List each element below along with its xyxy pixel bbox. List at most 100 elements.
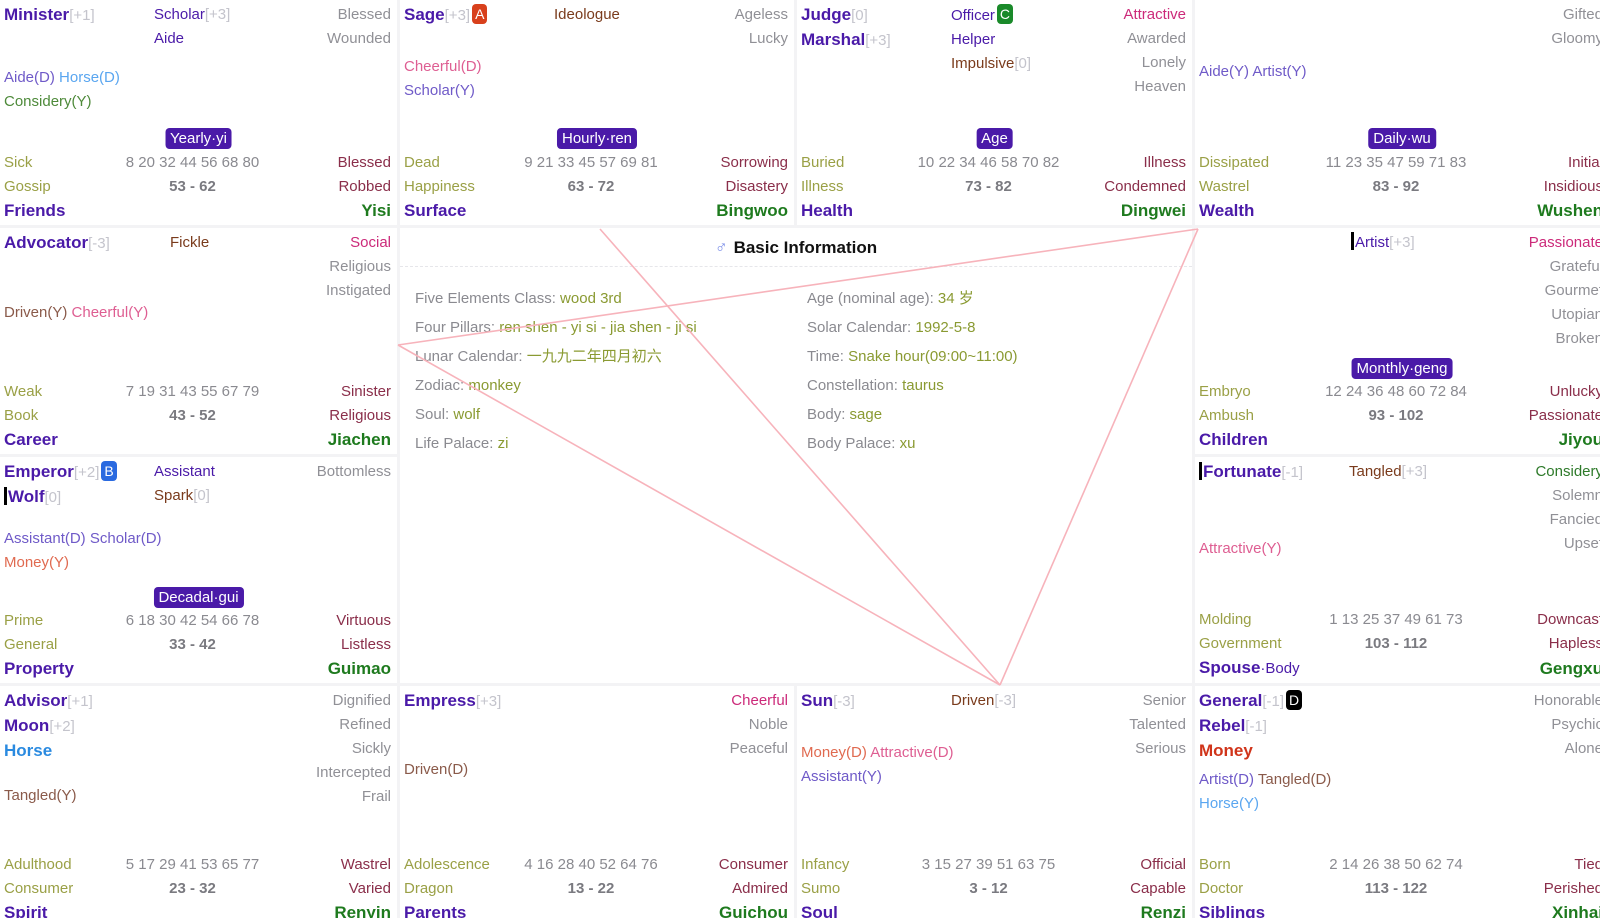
minor-star[interactable]: Ideologue xyxy=(554,6,620,23)
info-lunar-calendar: Lunar Calendar: 一九九二年四月初六 xyxy=(415,348,662,365)
info-body: Body: sage xyxy=(807,406,883,423)
basic-information-title: ♂ Basic Information xyxy=(714,238,878,257)
major-star[interactable]: Emperor[+2] B xyxy=(4,461,144,483)
info-life-palace: Life Palace: zi xyxy=(415,435,509,452)
decadal-range: 83 - 92 xyxy=(1372,178,1420,195)
palace-name[interactable]: Surface xyxy=(404,201,467,220)
palace-health[interactable]: Judge[0] Marshal[+3] Officer C Helper Imp… xyxy=(797,0,1192,225)
major-star[interactable]: Horse xyxy=(4,741,53,760)
minor-star[interactable]: Fickle xyxy=(170,234,210,251)
horoscope-badge[interactable]: Hourly·ren xyxy=(556,128,638,149)
major-star[interactable]: Advisor[+1] xyxy=(4,691,93,710)
info-solar-calendar: Solar Calendar: 1992-5-8 xyxy=(807,319,976,336)
minor-star[interactable]: Helper xyxy=(951,31,996,48)
info-body-palace: Body Palace: xu xyxy=(807,435,916,452)
palace-name[interactable]: Spirit xyxy=(4,903,48,918)
decadal-range: 23 - 32 xyxy=(169,880,216,897)
palace-name[interactable]: Children xyxy=(1199,430,1268,449)
horoscope-badge[interactable]: Daily·wu xyxy=(1368,128,1436,149)
palace-name[interactable]: Friends xyxy=(4,201,66,220)
palace-siblings[interactable]: General[-1] D Rebel[-1] Money Honorable P… xyxy=(1195,686,1600,918)
jiangqian-star: Doctor xyxy=(1199,880,1244,897)
flow-mutagen: Artist(Y) xyxy=(1252,63,1307,80)
palace-surface[interactable]: Sage[+3] A Ideologue Ageless Lucky Cheerf… xyxy=(400,0,794,225)
major-star[interactable]: Wolf[0] xyxy=(4,486,144,508)
horoscope-badge[interactable]: Age xyxy=(976,128,1013,149)
flow-mutagen: Horse(Y) xyxy=(1199,795,1260,812)
major-star[interactable]: Moon[+2] xyxy=(4,716,75,735)
palace-name[interactable]: Siblings xyxy=(1199,903,1266,918)
minor-star[interactable]: Driven[-3] xyxy=(951,692,1017,709)
horoscope-badge[interactable]: Decadal·gui xyxy=(153,587,244,608)
minor-star[interactable]: Tangled[+3] xyxy=(1349,463,1427,480)
adjective-star: Gourmet xyxy=(1544,282,1600,299)
palace-name[interactable]: Parents xyxy=(404,903,467,918)
major-star[interactable]: Sun[-3] xyxy=(801,691,855,710)
boshi-star: Tied xyxy=(1574,856,1600,873)
horoscope-badge[interactable]: Yearly·yi xyxy=(165,128,232,149)
adjective-star: Considery xyxy=(1535,463,1600,480)
boshi-star: Initial xyxy=(1567,154,1600,171)
palace-name[interactable]: Wealth xyxy=(1199,201,1255,220)
changsheng-star: Infancy xyxy=(801,856,850,873)
ages: 9 21 33 45 57 69 81 xyxy=(524,154,658,171)
text-cursor xyxy=(1199,462,1202,480)
palace-wealth[interactable]: Gifted Gloomy Aide(Y) Artist(Y) Daily·wu… xyxy=(1195,0,1600,225)
palace-spirit[interactable]: Advisor[+1] Moon[+2] Horse Dignified Ref… xyxy=(0,686,397,918)
flow-mutagen: Driven(Y) xyxy=(4,304,68,321)
suiqian-star: Condemned xyxy=(1104,178,1186,195)
ages: 3 15 27 39 51 63 75 xyxy=(921,856,1056,873)
adjective-star: Talented xyxy=(1129,716,1186,733)
horoscope-badge[interactable]: Monthly·geng xyxy=(1351,358,1453,379)
minor-star[interactable]: Spark[0] xyxy=(154,487,210,504)
changsheng-star: Adulthood xyxy=(4,856,72,873)
palace-parents[interactable]: Empress[+3] Cheerful Noble Peaceful Driv… xyxy=(400,686,794,918)
palace-name[interactable]: Spouse·Body xyxy=(1199,658,1300,677)
minor-star[interactable]: Assistant xyxy=(154,463,215,480)
major-star[interactable]: Marshal[+3] xyxy=(801,30,891,49)
palace-spouse[interactable]: Fortunate[-1] Tangled[+3] Considery Sole… xyxy=(1195,457,1600,683)
adjective-star: Utopian xyxy=(1551,306,1600,323)
palace-property[interactable]: Emperor[+2] B Wolf[0] Assistant Spark[0] … xyxy=(0,457,397,683)
palace-career[interactable]: Advocator[-3] Fickle Social Religious In… xyxy=(0,228,397,454)
major-star[interactable]: Judge[0] xyxy=(801,5,868,24)
minor-star[interactable]: Officer C xyxy=(951,4,1123,26)
adjective-star: Dignified xyxy=(332,692,391,709)
minor-star[interactable]: Impulsive[0] xyxy=(951,55,1032,72)
minor-star[interactable]: Aide xyxy=(154,30,185,47)
major-star[interactable]: Rebel[-1] xyxy=(1199,716,1267,735)
palace-name[interactable]: Health xyxy=(801,201,853,220)
adjective-star: Heaven xyxy=(1134,78,1186,95)
palace-children[interactable]: Artist[+3] Passionate Grateful Gourmet U… xyxy=(1195,228,1600,454)
palace-soul[interactable]: Sun[-3] Driven[-3] Senior Talented Serio… xyxy=(797,686,1192,918)
major-star[interactable]: Empress[+3] xyxy=(404,691,502,710)
ages: 12 24 36 48 60 72 84 xyxy=(1325,383,1467,400)
palace-name[interactable]: Career xyxy=(4,430,58,449)
ages: 10 22 34 46 58 70 82 xyxy=(917,154,1060,171)
heavenly-stem-branch: Xinhai xyxy=(1551,903,1600,918)
minor-star[interactable]: Scholar[+3] xyxy=(154,6,231,23)
major-star[interactable]: Fortunate[-1] xyxy=(1199,461,1339,483)
minor-star[interactable]: Artist[+3] xyxy=(1351,232,1529,253)
jiangqian-star: Book xyxy=(4,407,39,424)
major-star[interactable]: Minister[+1] xyxy=(4,5,95,24)
heavenly-stem-branch: Guimao xyxy=(327,659,391,678)
ages: 7 19 31 43 55 67 79 xyxy=(125,383,260,400)
major-star[interactable]: General[-1] D xyxy=(1199,690,1339,712)
palace-friends[interactable]: Minister[+1] Scholar[+3] Aide Blessed Wo… xyxy=(0,0,397,225)
changsheng-star: Sick xyxy=(4,154,33,171)
adjective-star: Serious xyxy=(1135,740,1186,757)
ages: 8 20 32 44 56 68 80 xyxy=(125,154,260,171)
palace-name[interactable]: Property xyxy=(4,659,74,678)
boshi-star: Consumer xyxy=(718,856,788,873)
jiangqian-star: Dragon xyxy=(404,880,454,897)
ages: 4 16 28 40 52 64 76 xyxy=(524,856,658,873)
palace-name[interactable]: Soul xyxy=(801,903,838,918)
major-star[interactable]: Money xyxy=(1199,741,1253,760)
major-star[interactable]: Sage[+3] A xyxy=(404,4,544,26)
boshi-star: Illness xyxy=(1143,154,1186,171)
adjective-star: Frail xyxy=(361,788,391,805)
changsheng-star: Embryo xyxy=(1199,383,1251,400)
flow-mutagen: Assistant(D) xyxy=(4,530,86,547)
major-star[interactable]: Advocator[-3] xyxy=(4,233,110,252)
